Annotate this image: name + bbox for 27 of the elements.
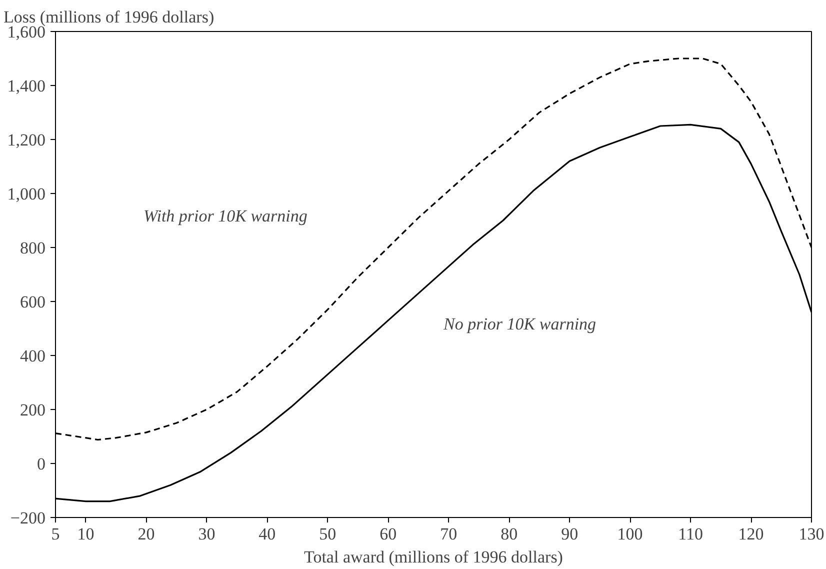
- x-tick-label: 50: [319, 524, 336, 544]
- x-tick-label: 60: [380, 524, 397, 544]
- y-axis-title: Loss (millions of 1996 dollars): [4, 8, 214, 26]
- y-tick-label: 600: [20, 292, 46, 312]
- y-tick-label: 1,400: [7, 76, 46, 96]
- x-tick-label: 10: [77, 524, 94, 544]
- annotation: No prior 10K warning: [442, 314, 596, 334]
- x-tick-label: 70: [440, 524, 458, 544]
- y-tick-label: 400: [20, 346, 46, 366]
- y-tick-label: 1,000: [7, 184, 46, 204]
- x-tick-label: 120: [738, 524, 764, 544]
- x-tick-label: 100: [617, 524, 643, 544]
- x-tick-label: 30: [198, 524, 216, 544]
- x-tick-label: 20: [138, 524, 155, 544]
- y-tick-label: −200: [10, 508, 46, 528]
- x-tick-label: 110: [678, 524, 703, 544]
- annotation: With prior 10K warning: [144, 206, 308, 226]
- y-tick-label: 0: [37, 454, 46, 474]
- x-tick-label: 90: [561, 524, 578, 544]
- x-axis-title: Total award (millions of 1996 dollars): [304, 548, 563, 566]
- y-tick-label: 800: [20, 238, 46, 258]
- x-tick-label: 5: [51, 524, 60, 544]
- x-tick-label: 130: [798, 524, 824, 544]
- x-tick-label: 40: [258, 524, 276, 544]
- x-tick-label: 80: [500, 524, 518, 544]
- y-tick-label: 1,200: [7, 130, 46, 150]
- y-tick-label: 200: [20, 400, 46, 420]
